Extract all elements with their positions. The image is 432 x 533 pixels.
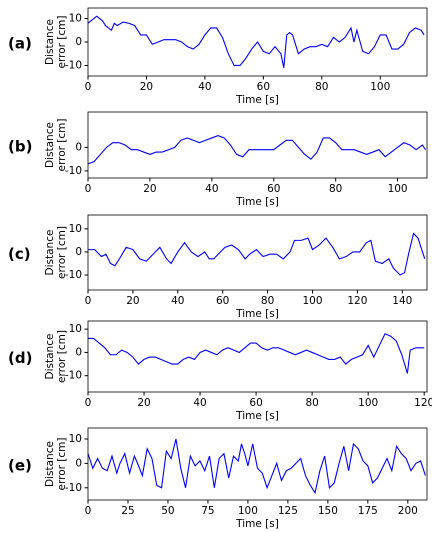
panel-label: (c) xyxy=(8,245,31,263)
x-tick-label: 60 xyxy=(216,295,229,307)
x-tick-label: 40 xyxy=(171,295,184,307)
y-tick-label: -10 xyxy=(65,165,82,177)
y-tick-label: 10 xyxy=(69,433,82,445)
x-tick-label: 20 xyxy=(126,295,139,307)
y-axis-label: Distance xyxy=(44,441,56,487)
x-tick-label: 100 xyxy=(358,397,378,409)
y-tick-label: 10 xyxy=(69,323,82,335)
x-tick-label: 75 xyxy=(201,505,214,517)
plot-frame xyxy=(87,320,428,393)
panel-label: (b) xyxy=(8,138,32,156)
x-tick-label: 150 xyxy=(318,505,338,517)
x-tick-label: 20 xyxy=(137,397,150,409)
x-tick-label: 50 xyxy=(161,505,174,517)
y-tick-label: -10 xyxy=(65,269,82,281)
data-line xyxy=(87,15,425,68)
x-tick-label: 100 xyxy=(302,295,322,307)
x-axis-label: Time [s] xyxy=(235,518,279,529)
y-tick-label: 0 xyxy=(75,457,82,469)
y-axis-label: error [cm] xyxy=(56,438,68,491)
plot-frame xyxy=(87,427,428,501)
x-tick-label: 120 xyxy=(347,295,367,307)
x-tick-label: 0 xyxy=(85,505,92,517)
x-tick-label: 100 xyxy=(388,183,408,195)
x-axis-label: Time [s] xyxy=(235,410,279,422)
y-axis-label: Distance xyxy=(44,122,56,168)
y-axis-label: error [cm] xyxy=(56,226,68,279)
y-tick-label: -10 xyxy=(65,59,82,71)
x-tick-label: 60 xyxy=(257,81,270,93)
panel-label: (e) xyxy=(8,457,32,475)
x-tick-label: 80 xyxy=(329,183,342,195)
x-tick-label: 40 xyxy=(198,81,211,93)
data-line xyxy=(88,333,425,374)
x-tick-label: 25 xyxy=(121,505,134,517)
x-tick-label: 120 xyxy=(414,397,432,409)
x-tick-label: 175 xyxy=(358,505,378,517)
x-tick-label: 40 xyxy=(205,183,218,195)
panel-label: (a) xyxy=(8,35,32,53)
y-axis-label: error [cm] xyxy=(56,16,68,69)
y-axis-label: Distance xyxy=(44,334,56,380)
x-tick-label: 0 xyxy=(85,295,92,307)
x-tick-label: 100 xyxy=(370,81,390,93)
y-axis-label: Distance xyxy=(44,19,56,65)
y-tick-label: 10 xyxy=(69,223,82,235)
x-axis-label: Time [s] xyxy=(235,94,279,106)
x-tick-label: 20 xyxy=(143,183,156,195)
y-axis-label: Distance xyxy=(44,230,56,276)
y-tick-label: 0 xyxy=(75,141,82,153)
y-axis-label: error [cm] xyxy=(56,330,68,383)
x-tick-label: 125 xyxy=(278,505,298,517)
x-tick-label: 140 xyxy=(392,295,412,307)
y-tick-label: -10 xyxy=(65,370,82,382)
x-axis-label: Time [s] xyxy=(235,196,279,208)
x-tick-label: 60 xyxy=(249,397,262,409)
data-line xyxy=(87,438,426,495)
x-tick-label: 20 xyxy=(140,81,153,93)
panel-label: (d) xyxy=(8,349,32,367)
x-tick-label: 60 xyxy=(267,183,280,195)
plot-frame xyxy=(87,7,428,77)
plot-frame xyxy=(87,111,428,179)
x-tick-label: 0 xyxy=(85,397,92,409)
y-tick-label: -10 xyxy=(65,482,82,494)
x-tick-label: 200 xyxy=(398,505,418,517)
x-tick-label: 80 xyxy=(261,295,274,307)
x-tick-label: 80 xyxy=(315,81,328,93)
plot-frame xyxy=(87,214,428,291)
y-tick-label: 10 xyxy=(69,13,82,25)
x-tick-label: 40 xyxy=(193,397,206,409)
data-line xyxy=(88,232,426,276)
y-axis-label: error [cm] xyxy=(56,119,68,172)
y-tick-label: 0 xyxy=(75,346,82,358)
x-tick-label: 0 xyxy=(85,183,92,195)
y-tick-label: 0 xyxy=(75,246,82,258)
x-tick-label: 80 xyxy=(305,397,318,409)
y-tick-label: 0 xyxy=(75,36,82,48)
x-tick-label: 0 xyxy=(85,81,92,93)
x-tick-label: 100 xyxy=(238,505,258,517)
x-axis-label: Time [s] xyxy=(235,308,279,320)
data-line xyxy=(87,134,426,165)
